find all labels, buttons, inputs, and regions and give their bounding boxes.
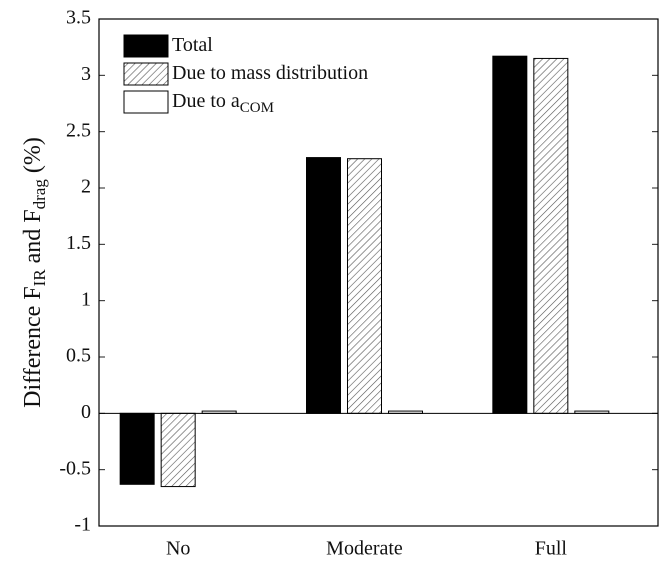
legend-swatch (123, 62, 169, 86)
y-tick-label: 1.5 (66, 232, 91, 254)
y-axis-label-part: (%) (20, 137, 46, 179)
legend-label-text: Due to a (172, 90, 240, 112)
x-tick-label: Moderate (326, 538, 403, 560)
legend-label: Total (172, 34, 213, 56)
y-axis-label: Difference FIR and Fdrag (%) (20, 137, 49, 408)
y-axis-label-part: and F (20, 209, 46, 269)
y-tick-label: -0.5 (59, 457, 91, 479)
legend-label-subscript: COM (240, 100, 274, 116)
bar (119, 412, 155, 485)
bar (306, 157, 341, 414)
y-tick-label: 2 (81, 176, 91, 198)
legend-label-text: Total (172, 34, 213, 56)
bar (492, 55, 528, 414)
y-tick-label: 0.5 (66, 345, 91, 367)
y-tick-label: 2.5 (66, 119, 91, 141)
y-tick-label: 3.5 (66, 7, 91, 29)
legend-swatch (123, 34, 169, 58)
y-axis-label-subscript: drag (30, 179, 49, 210)
y-tick-label: -1 (74, 514, 91, 536)
bar (347, 158, 382, 414)
y-axis-label-part: Difference F (20, 286, 46, 408)
legend-label-text: Due to mass distribution (172, 62, 368, 84)
plot-frame (98, 18, 659, 527)
y-tick-label: 1 (81, 288, 91, 310)
legend-label: Due to aCOM (172, 90, 274, 117)
bar (160, 412, 196, 488)
y-tick-label: 3 (81, 63, 91, 85)
x-tick-label: No (166, 538, 190, 560)
y-axis-label-subscript: IR (30, 269, 49, 287)
legend-swatch (123, 90, 169, 114)
x-tick-label: Full (535, 538, 568, 560)
bar (533, 57, 569, 414)
y-tick-label: 0 (81, 401, 91, 423)
legend-label: Due to mass distribution (172, 62, 368, 84)
